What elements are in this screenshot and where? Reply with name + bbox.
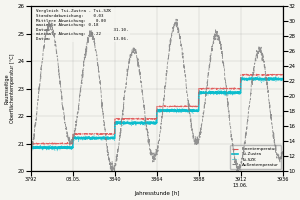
Text: Vergleich Tsi-Zustra - Tsi-SZK
Standardabweichung:    0.03
Mittlere Abweichung: : Vergleich Tsi-Zustra - Tsi-SZK Standarda…: [36, 9, 128, 41]
Legend: Innentemperatur, Tsi-Zustra, Tsi-SZK, Außentemperatur: Innentemperatur, Tsi-Zustra, Tsi-SZK, Au…: [230, 145, 280, 169]
Y-axis label: Raumseitige
Oberflächentemperatur [°C]: Raumseitige Oberflächentemperatur [°C]: [4, 54, 15, 123]
X-axis label: Jahresstunde [h]: Jahresstunde [h]: [134, 191, 179, 196]
